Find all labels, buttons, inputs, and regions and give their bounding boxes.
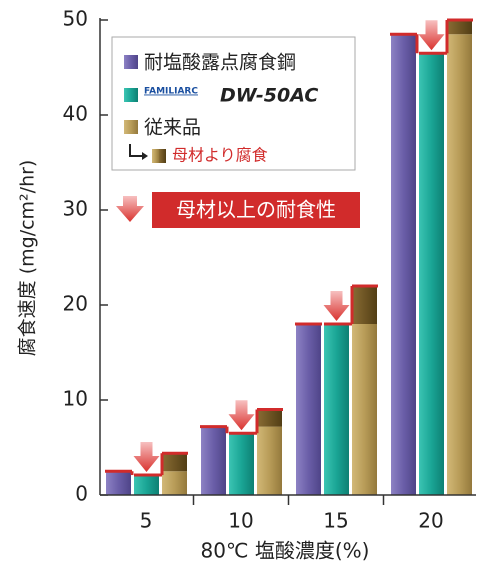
bar — [352, 286, 377, 324]
bar — [447, 34, 472, 495]
bar — [391, 34, 416, 495]
legend-swatch — [152, 149, 159, 163]
legend-arrow — [129, 144, 144, 157]
bar — [201, 426, 226, 495]
y-tick-label: 30 — [63, 197, 88, 221]
bar — [257, 409, 282, 427]
legend-label: DW-50AC — [220, 85, 318, 107]
legend: 耐塩酸露点腐食鋼 FAMILIARC DW-50AC 従来品 母材より腐食 — [111, 36, 356, 171]
bar — [447, 20, 472, 35]
y-tick-label: 40 — [63, 102, 88, 126]
bar — [352, 324, 377, 495]
bar — [106, 471, 131, 495]
legend-swatch — [124, 55, 138, 69]
y-tick-label: 10 — [63, 387, 88, 411]
legend-label: 従来品 — [144, 117, 201, 139]
bar — [257, 426, 282, 495]
x-tick-label: 15 — [323, 509, 348, 533]
legend-label: 耐塩酸露点腐食鋼 — [144, 52, 296, 74]
bar — [134, 475, 159, 495]
legend-swatch — [159, 149, 166, 163]
bar — [229, 433, 254, 495]
down-arrow — [228, 400, 255, 431]
legend-label: 母材より腐食 — [172, 146, 268, 165]
legend-box — [111, 36, 356, 171]
down-arrow — [418, 20, 445, 51]
y-axis-title: 腐食速度 (mg/cm²/hr) — [17, 160, 39, 357]
legend-swatch — [124, 88, 138, 102]
x-tick-label: 20 — [418, 509, 443, 533]
down-arrow — [133, 442, 160, 473]
x-tick-label: 5 — [140, 509, 153, 533]
bar — [162, 453, 187, 472]
down-arrow — [323, 291, 350, 321]
x-axis-title: 80℃ 塩酸濃度(%) — [201, 539, 370, 563]
annotation: 母材以上の耐食性 — [176, 198, 336, 222]
bar — [162, 471, 187, 495]
bar — [296, 324, 321, 495]
y-tick-label: 20 — [63, 292, 88, 316]
annotation-box — [152, 192, 360, 228]
legend-arrow-head — [142, 152, 148, 160]
annotation-arrow — [116, 196, 144, 222]
legend-swatch — [124, 120, 138, 134]
legend-brand: FAMILIARC — [144, 87, 198, 97]
y-tick-label: 50 — [63, 7, 88, 31]
x-tick-label: 10 — [228, 509, 253, 533]
y-tick-label: 0 — [75, 482, 88, 506]
bar — [324, 324, 349, 495]
bar — [419, 53, 444, 495]
